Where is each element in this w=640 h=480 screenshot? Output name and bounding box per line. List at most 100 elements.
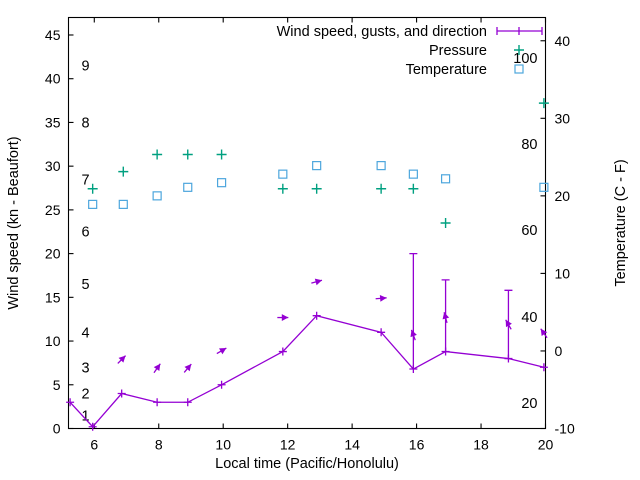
legend-label: Temperature [406,62,487,78]
y-tick-label: 20 [45,246,61,262]
y2-tick-label: 30 [555,110,571,126]
wind-speed-marker [278,347,287,356]
y-axis-right-title: Temperature (C - F) [613,159,629,286]
fahrenheit-label: 20 [521,396,537,412]
temperature-marker [408,169,418,179]
beaufort-label: 4 [82,325,90,341]
y2-tick-label: 10 [555,265,571,281]
wind-speed-line [69,314,545,428]
y-axis-left-title: Wind speed (kn - Beaufort) [6,136,22,309]
pressure-marker [182,149,193,160]
wind-direction-arrows [117,278,548,374]
temperature-marker [183,182,193,192]
pressure-marker [376,183,387,194]
pressure-marker [152,149,163,160]
fahrenheit-label: 80 [521,137,537,153]
wind-direction-arrow-head [505,319,512,328]
temperature-marker [539,182,549,192]
temperature-marker [376,161,386,171]
y-tick-label: 25 [45,202,61,218]
legend: Wind speed, gusts, and direction Pressure… [277,24,543,78]
y2-tick-label: 0 [555,343,563,359]
x-tick-label: 8 [155,437,163,453]
x-tick-label: 16 [409,437,425,453]
wind-speed-marker [409,365,418,374]
pressure-marker [538,98,549,109]
temperature-marker [216,178,227,188]
wind-speed-marker [539,363,548,372]
legend-marker-wind [496,27,543,35]
gust-bar [409,252,418,370]
wind-direction-arrow-head [442,312,450,320]
beaufort-label: 9 [82,59,90,75]
wind-direction-arrow-head [314,278,322,286]
pressure-marker [87,183,98,194]
pressure-marker [408,183,419,194]
y-axis-left-ticks: 0 5 10 15 20 25 30 35 40 45 [45,27,74,437]
temperature-marker [440,174,451,184]
y-tick-label: 5 [53,377,61,393]
temperature-marker [118,199,128,209]
fahrenheit-label: 60 [521,223,537,239]
pressure-marker [440,218,451,228]
legend-label: Pressure [429,43,487,59]
temperature-markers [88,161,549,209]
wind-gust-bars [409,252,513,370]
wind-speed-marker [504,354,513,363]
x-tick-label: 12 [280,437,296,453]
pressure-markers [87,98,549,228]
beaufort-label: 5 [82,277,90,293]
wind-direction-arrow-head [118,355,126,363]
wind-speed-marker [66,398,75,407]
temperature-marker [88,199,98,209]
y2-tick-label: 20 [555,188,571,204]
plot-frame [67,16,547,430]
y-tick-label: 35 [45,114,61,130]
temperature-marker [152,191,162,201]
x-tick-label: 14 [344,437,360,453]
x-axis-title: Local time (Pacific/Honolulu) [215,456,399,472]
legend-marker-pressure [514,45,524,55]
pressure-marker [277,183,288,194]
beaufort-scale-labels: 1 2 3 4 5 6 7 8 9 [82,59,90,425]
legend-marker-temperature [514,64,524,74]
y2-tick-label: 40 [555,33,571,49]
wind-speed-marker [377,328,386,337]
x-tick-label: 20 [538,437,554,453]
beaufort-label: 2 [82,387,90,403]
wind-speed-marker [312,311,321,320]
y-tick-label: 40 [45,71,61,87]
wind-direction-arrow-head [540,328,548,337]
y-tick-label: 45 [45,27,61,43]
beaufort-label: 7 [82,172,90,188]
beaufort-label: 3 [82,360,90,376]
y-tick-label: 10 [45,333,61,349]
wind-direction-arrow-head [153,363,161,372]
wind-direction-arrow-head [281,314,289,321]
wind-speed-marker [217,380,226,389]
wind-speed-marker [88,422,97,431]
x-tick-label: 18 [473,437,489,453]
wind-speed-marker [117,389,126,398]
y2-tick-label: -10 [555,421,575,437]
wind-direction-arrow-head [184,364,192,372]
y-axis-right-ticks: -10 0 10 20 30 40 [540,33,575,437]
y-tick-label: 0 [53,421,61,437]
y-tick-label: 30 [45,158,61,174]
wind-direction-arrow-head [410,329,417,338]
pressure-marker [216,149,227,160]
wind-speed-marker [153,398,162,407]
x-tick-label: 10 [215,437,231,453]
temperature-marker [278,169,288,179]
wind-speed-polyline [69,314,545,428]
pressure-marker [311,183,322,194]
temperature-marker [312,161,322,171]
wind-speed-marker [183,398,192,407]
fahrenheit-label: 40 [521,310,537,326]
beaufort-label: 8 [82,115,90,131]
x-tick-label: 6 [90,437,98,453]
beaufort-label: 1 [82,408,90,424]
wind-speed-markers [66,311,548,431]
